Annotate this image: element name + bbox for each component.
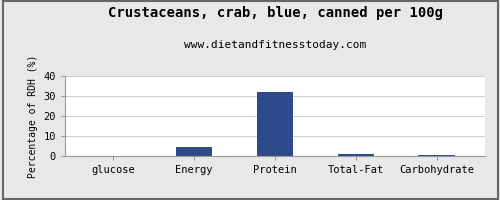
Text: Crustaceans, crab, blue, canned per 100g: Crustaceans, crab, blue, canned per 100g <box>108 6 442 20</box>
Y-axis label: Percentage of RDH (%): Percentage of RDH (%) <box>28 54 38 178</box>
Bar <box>338 154 374 156</box>
Bar <box>176 147 212 156</box>
Bar <box>257 92 293 156</box>
Bar <box>418 155 454 156</box>
Text: www.dietandfitnesstoday.com: www.dietandfitnesstoday.com <box>184 40 366 50</box>
